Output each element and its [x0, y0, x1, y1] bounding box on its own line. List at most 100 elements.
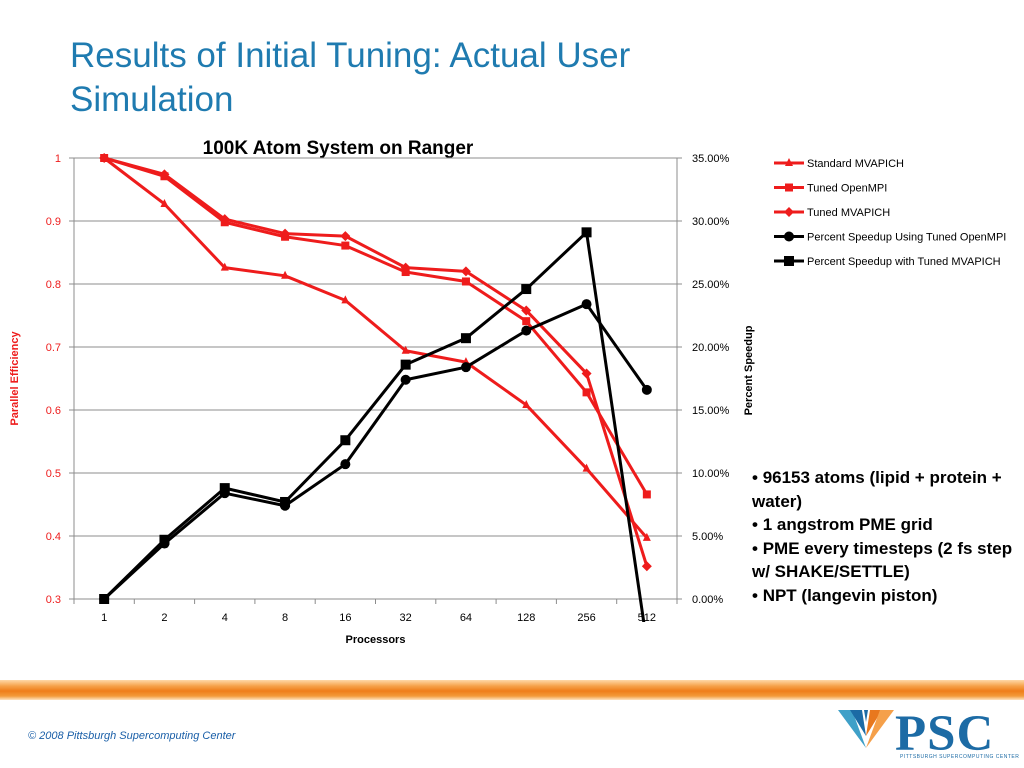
y2-tick-label: 20.00% — [692, 342, 730, 354]
data-point — [641, 384, 652, 395]
y-tick-label: 0.6 — [46, 405, 61, 417]
data-point — [461, 277, 470, 286]
gridlines — [74, 157, 677, 600]
data-point — [581, 368, 592, 379]
x-tick-label: 64 — [460, 612, 472, 624]
data-point — [340, 231, 351, 242]
x-tick-label: 32 — [400, 612, 412, 624]
data-point — [280, 228, 291, 239]
data-point — [521, 325, 532, 336]
x-tick-label: 128 — [517, 612, 535, 624]
legend-entry: Tuned OpenMPI — [807, 183, 887, 195]
x-axis-title: Processors — [346, 634, 406, 646]
data-point — [159, 534, 170, 545]
data-point — [521, 305, 532, 316]
y-tick-label: 0.7 — [46, 342, 61, 354]
data-point — [460, 333, 471, 344]
y-tick-label: 1 — [55, 153, 61, 165]
data-point — [522, 399, 531, 408]
legend-marker — [784, 231, 794, 242]
x-tick-label: 256 — [577, 612, 595, 624]
series-line — [103, 302, 649, 601]
y-tick-label: 0.3 — [46, 594, 61, 606]
data-point — [401, 345, 410, 354]
logo-subtext: PITTSBURGH SUPERCOMPUTING CENTER — [900, 754, 1020, 760]
data-point — [521, 284, 532, 295]
legend-marker — [785, 158, 793, 166]
data-point — [340, 435, 351, 446]
legend-entry: Tuned MVAPICH — [807, 207, 890, 219]
bullet-item: PME every timesteps (2 fs step w/ SHAKE/… — [752, 537, 1022, 584]
bullet-item: 96153 atoms (lipid + protein + water) — [752, 466, 1022, 513]
data-point — [220, 262, 229, 271]
data-point — [582, 463, 591, 472]
data-point — [159, 169, 170, 180]
y2-tick-label: 10.00% — [692, 468, 730, 480]
y-tick-label: 0.4 — [46, 531, 61, 543]
data-point — [341, 295, 350, 304]
data-point — [582, 388, 591, 397]
y-tick-label: 0.9 — [46, 216, 61, 228]
x-tick-label: 2 — [161, 612, 167, 624]
chart-title: 100K Atom System on Ranger — [203, 138, 474, 159]
data-point — [460, 266, 471, 277]
slide-title: Results of Initial Tuning: Actual User S… — [70, 36, 631, 119]
bullet-item: NPT (langevin piston) — [752, 584, 1022, 608]
data-point — [219, 483, 230, 494]
y2-axis-title: Percent Speedup — [743, 325, 755, 415]
data-point — [99, 594, 110, 604]
data-point — [160, 198, 169, 207]
series-line — [103, 230, 646, 622]
data-point — [642, 490, 651, 499]
data-point — [460, 362, 471, 373]
legend-entry: Percent Speedup Using Tuned OpenMPI — [807, 232, 1006, 244]
y2-tick-label: 25.00% — [692, 279, 730, 291]
x-tick-label: 8 — [282, 612, 288, 624]
data-point — [641, 561, 652, 572]
data-point — [642, 532, 651, 541]
data-point — [219, 214, 230, 225]
y-tick-label: 0.5 — [46, 468, 61, 480]
x-tick-label: 4 — [222, 612, 228, 624]
y2-tick-label: 5.00% — [692, 531, 723, 543]
logo-text: PSC — [895, 706, 995, 762]
data-point — [280, 496, 291, 507]
series-line — [103, 156, 648, 539]
y2-tick-label: 15.00% — [692, 405, 730, 417]
series-markers — [99, 153, 652, 604]
data-point — [341, 241, 350, 250]
legend: Standard MVAPICH Tuned OpenMPI Tuned MVAPI… — [774, 158, 1006, 268]
legend-marker — [784, 207, 794, 217]
x-tick-label: 512 — [638, 612, 656, 624]
y2-tick-label: 35.00% — [692, 153, 730, 165]
y2-tick-label: 0.00% — [692, 594, 723, 606]
x-tick-label: 16 — [339, 612, 351, 624]
psc-logo-icon — [838, 710, 894, 748]
footer-band — [0, 680, 1024, 700]
series-line — [103, 156, 649, 567]
data-point — [522, 317, 531, 326]
chart: 100K Atom System on Ranger 1 0.9 0.8 0.7 0.6… — [9, 138, 1006, 646]
bullet-list: 96153 atoms (lipid + protein + water) 1 … — [752, 466, 1022, 607]
legend-marker — [785, 183, 793, 192]
data-point — [400, 262, 411, 273]
data-point — [400, 359, 411, 370]
legend-entry: Standard MVAPICH — [807, 158, 904, 170]
axes — [69, 157, 682, 604]
data-point — [400, 374, 411, 385]
data-point — [99, 153, 110, 163]
data-point — [281, 270, 290, 279]
series-lines — [103, 156, 649, 622]
series-line — [103, 156, 649, 496]
y-tick-label: 0.8 — [46, 279, 61, 291]
data-point — [581, 299, 592, 310]
x-tick-label: 1 — [101, 612, 107, 624]
legend-marker — [784, 256, 794, 266]
y-axis-title: Parallel Efficiency — [9, 331, 21, 426]
copyright-text: © 2008 Pittsburgh Supercomputing Center — [28, 730, 236, 742]
bullet-item: 1 angstrom PME grid — [752, 513, 1022, 537]
data-point — [340, 459, 351, 470]
y2-tick-label: 30.00% — [692, 216, 730, 228]
data-point — [581, 227, 592, 238]
legend-entry: Percent Speedup with Tuned MVAPICH — [807, 256, 1001, 268]
